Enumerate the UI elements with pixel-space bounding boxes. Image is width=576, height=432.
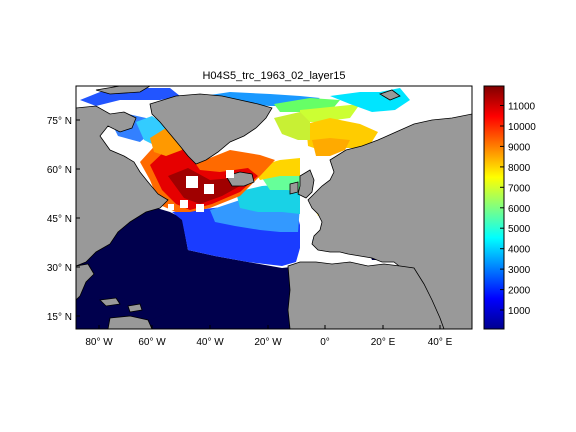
colorbar-tick-label: 5000 bbox=[508, 224, 531, 235]
lat-tick-label: 30° N bbox=[47, 263, 72, 274]
colorbar-tick-label: 7000 bbox=[508, 183, 531, 194]
lat-tick-label: 75° N bbox=[47, 116, 72, 127]
lon-tick-label: 80° W bbox=[85, 337, 113, 348]
eurasia bbox=[307, 113, 472, 329]
colorbar-tick-label: 9000 bbox=[508, 142, 531, 153]
map-frame bbox=[75, 85, 473, 330]
colorbar-tick-label: 4000 bbox=[508, 245, 531, 256]
lon-tick-label: 60° W bbox=[138, 337, 166, 348]
lon-tick-label: 20° W bbox=[254, 337, 282, 348]
tick-marks bbox=[76, 119, 441, 329]
colorbar-tick-label: 10000 bbox=[508, 122, 536, 133]
greenland bbox=[149, 93, 273, 165]
british-isles bbox=[297, 169, 315, 199]
colorbar-tick-label: 1000 bbox=[508, 306, 531, 317]
colorbar-tick-label: 3000 bbox=[508, 265, 531, 276]
colorbar-ticks bbox=[500, 105, 504, 311]
lat-tick-label: 15° N bbox=[47, 312, 72, 323]
map-panel bbox=[76, 86, 472, 329]
colorbar-tick-label: 6000 bbox=[508, 204, 531, 215]
colorbar-tick-label: 2000 bbox=[508, 286, 531, 297]
north-america bbox=[76, 105, 169, 267]
lat-tick-label: 60° N bbox=[47, 165, 72, 176]
lat-tick-label: 45° N bbox=[47, 214, 72, 225]
lon-tick-label: 20° E bbox=[371, 337, 396, 348]
lon-tick-label: 40° E bbox=[428, 337, 453, 348]
colorbar-tick-label: 11000 bbox=[508, 102, 536, 113]
colorbar-tick-label: 8000 bbox=[508, 163, 531, 174]
lon-tick-label: 0° bbox=[320, 337, 330, 348]
lon-tick-label: 40° W bbox=[196, 337, 224, 348]
map-title: H04S5_trc_1963_02_layer15 bbox=[202, 70, 346, 82]
nodata-patches bbox=[168, 170, 234, 212]
africa bbox=[287, 261, 445, 329]
land-masses bbox=[76, 86, 472, 329]
